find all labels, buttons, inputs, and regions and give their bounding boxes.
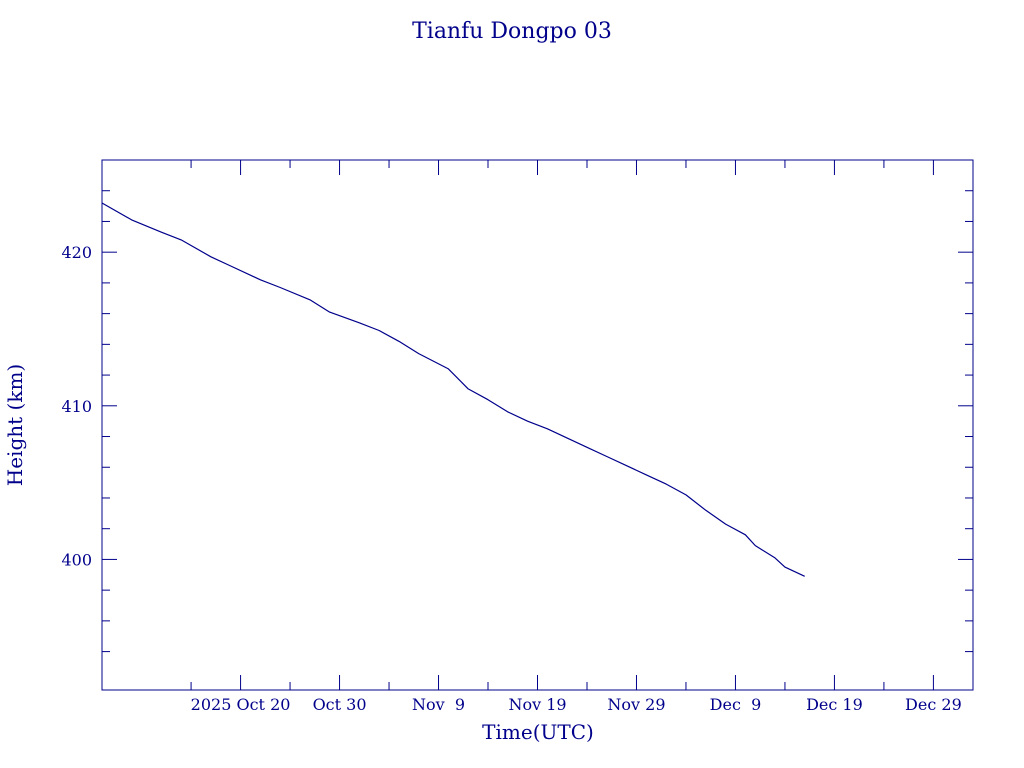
- height-series-line: [101, 202, 805, 577]
- x-tick-label: Nov 29: [607, 695, 665, 714]
- axis-ticks: [102, 160, 973, 690]
- y-tick-label: 400: [61, 550, 92, 569]
- x-tick-label: 2025 Oct 20: [191, 695, 291, 714]
- x-tick-label: Dec 9: [710, 695, 762, 714]
- x-tick-labels: 2025 Oct 20 Oct 30 Nov 9 Nov 19 Nov 29 Dec 9 D…: [191, 695, 962, 714]
- x-tick-label: Nov 19: [508, 695, 566, 714]
- chart-title: Tianfu Dongpo 03: [412, 19, 612, 44]
- x-tick-label: Dec 19: [806, 695, 863, 714]
- y-tick-label: 420: [61, 243, 92, 262]
- series-layer: [101, 202, 805, 577]
- x-tick-label: Oct 30: [313, 695, 367, 714]
- x-tick-label: Nov 9: [412, 695, 465, 714]
- x-tick-label: Dec 29: [905, 695, 962, 714]
- y-axis-label: Height (km): [3, 364, 27, 486]
- y-tick-labels: 400 410 420: [61, 243, 92, 569]
- y-tick-label: 410: [61, 397, 92, 416]
- x-axis-label: Time(UTC): [482, 720, 594, 744]
